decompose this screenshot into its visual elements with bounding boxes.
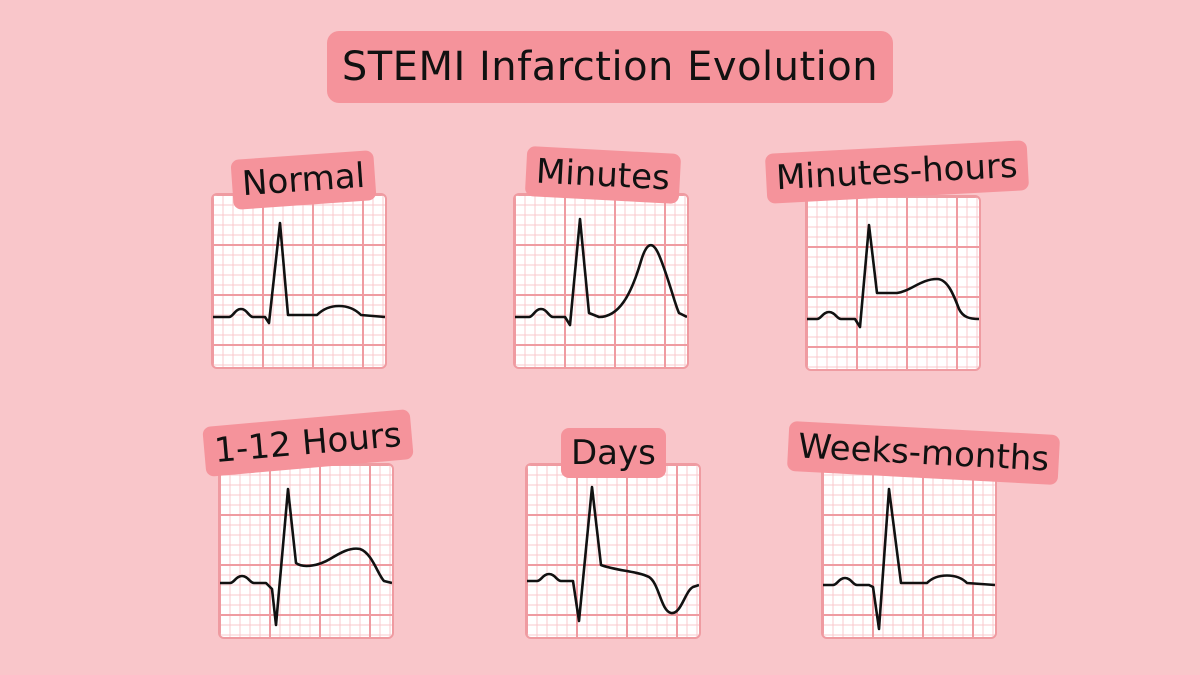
ecg-trace-minutes xyxy=(515,195,687,367)
page-title: STEMI Infarction Evolution xyxy=(327,31,893,103)
ecg-grid-minutes-hours xyxy=(805,195,981,371)
ecg-grid-normal xyxy=(211,193,387,369)
stage-label-days: Days xyxy=(561,428,666,478)
ecg-grid-1-12-hours xyxy=(218,463,394,639)
ecg-trace-weeks-months xyxy=(823,465,995,637)
stage-label-normal: Normal xyxy=(230,150,377,210)
ecg-grid-days xyxy=(525,463,701,639)
stage-label-minutes: Minutes xyxy=(524,146,682,204)
ecg-grid-minutes xyxy=(513,193,689,369)
ecg-trace-1-12-hours xyxy=(220,465,392,637)
ecg-grid-weeks-months xyxy=(821,463,997,639)
ecg-trace-days xyxy=(527,465,699,637)
ecg-trace-minutes-hours xyxy=(807,197,979,369)
stage-label-minutes-hours: Minutes-hours xyxy=(764,140,1029,204)
ecg-trace-normal xyxy=(213,195,385,367)
